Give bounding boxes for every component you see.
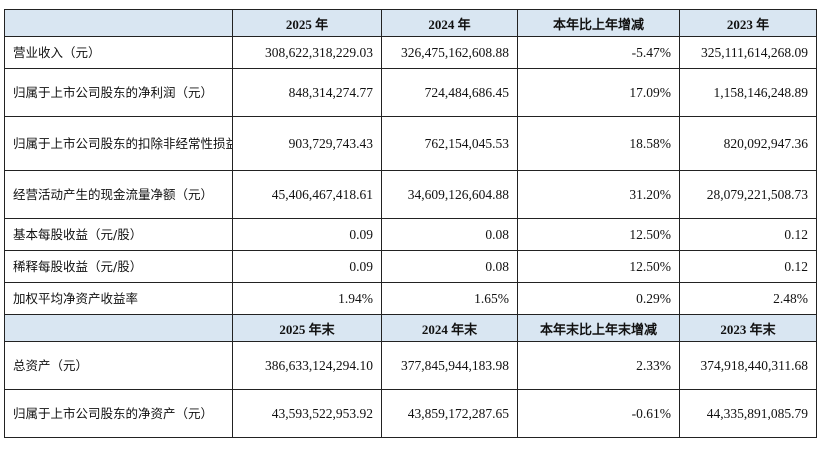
header-cell-2024-end: 2024 年末 [381,314,518,342]
table-row: 基本每股收益（元/股） 0.09 0.08 12.50% 0.12 [4,218,817,251]
row-label: 加权平均净资产收益率 [4,282,233,315]
change-cell: 12.50% [517,250,680,283]
financial-summary-table: 2025 年 2024 年 本年比上年增减 2023 年 营业收入（元） 308… [4,9,817,438]
value-cell: 43,859,172,287.65 [381,389,518,438]
value-cell: 28,079,221,508.73 [679,170,817,219]
change-cell: 2.33% [517,341,680,390]
value-cell: 0.09 [232,250,382,283]
row-label: 营业收入（元） [4,36,233,69]
value-cell: 44,335,891,085.79 [679,389,817,438]
table-row: 营业收入（元） 308,622,318,229.03 326,475,162,6… [4,36,817,69]
row-label: 稀释每股收益（元/股） [4,250,233,283]
table-row: 总资产（元） 386,633,124,294.10 377,845,944,18… [4,341,817,390]
header-cell-empty [4,314,233,342]
header-cell-2025-end: 2025 年末 [232,314,382,342]
header-cell-change-end: 本年末比上年末增减 [517,314,680,342]
change-cell: -0.61% [517,389,680,438]
value-cell: 377,845,944,183.98 [381,341,518,390]
header-cell-2025: 2025 年 [232,9,382,37]
value-cell: 0.12 [679,218,817,251]
value-cell: 820,092,947.36 [679,116,817,171]
row-label: 归属于上市公司股东的净资产（元） [4,389,233,438]
header-cell-empty [4,9,233,37]
value-cell: 0.09 [232,218,382,251]
change-cell: 0.29% [517,282,680,315]
value-cell: 326,475,162,608.88 [381,36,518,69]
header-cell-2023-end: 2023 年末 [679,314,817,342]
table-row: 加权平均净资产收益率 1.94% 1.65% 0.29% 2.48% [4,282,817,315]
row-label: 经营活动产生的现金流量净额（元） [4,170,233,219]
table-header-row: 2025 年末 2024 年末 本年末比上年末增减 2023 年末 [4,314,817,342]
change-cell: 12.50% [517,218,680,251]
value-cell: 2.48% [679,282,817,315]
value-cell: 848,314,274.77 [232,68,382,117]
change-cell: 17.09% [517,68,680,117]
table-row: 归属于上市公司股东的扣除非经常性损益的净利润（元） 903,729,743.43… [4,116,817,171]
table-row: 稀释每股收益（元/股） 0.09 0.08 12.50% 0.12 [4,250,817,283]
header-cell-2023: 2023 年 [679,9,817,37]
header-cell-change: 本年比上年增减 [517,9,680,37]
table-row: 归属于上市公司股东的净资产（元） 43,593,522,953.92 43,85… [4,389,817,438]
change-cell: 31.20% [517,170,680,219]
value-cell: 308,622,318,229.03 [232,36,382,69]
value-cell: 0.08 [381,218,518,251]
value-cell: 1.65% [381,282,518,315]
value-cell: 45,406,467,418.61 [232,170,382,219]
table-row: 经营活动产生的现金流量净额（元） 45,406,467,418.61 34,60… [4,170,817,219]
value-cell: 43,593,522,953.92 [232,389,382,438]
row-label: 归属于上市公司股东的扣除非经常性损益的净利润（元） [4,116,233,171]
value-cell: 325,111,614,268.09 [679,36,817,69]
value-cell: 724,484,686.45 [381,68,518,117]
value-cell: 0.08 [381,250,518,283]
table-header-row: 2025 年 2024 年 本年比上年增减 2023 年 [4,9,817,37]
row-label: 归属于上市公司股东的净利润（元） [4,68,233,117]
value-cell: 34,609,126,604.88 [381,170,518,219]
row-label: 基本每股收益（元/股） [4,218,233,251]
value-cell: 1,158,146,248.89 [679,68,817,117]
value-cell: 903,729,743.43 [232,116,382,171]
value-cell: 374,918,440,311.68 [679,341,817,390]
value-cell: 0.12 [679,250,817,283]
table-row: 归属于上市公司股东的净利润（元） 848,314,274.77 724,484,… [4,68,817,117]
row-label: 总资产（元） [4,341,233,390]
header-cell-2024: 2024 年 [381,9,518,37]
value-cell: 1.94% [232,282,382,315]
value-cell: 386,633,124,294.10 [232,341,382,390]
change-cell: -5.47% [517,36,680,69]
change-cell: 18.58% [517,116,680,171]
value-cell: 762,154,045.53 [381,116,518,171]
